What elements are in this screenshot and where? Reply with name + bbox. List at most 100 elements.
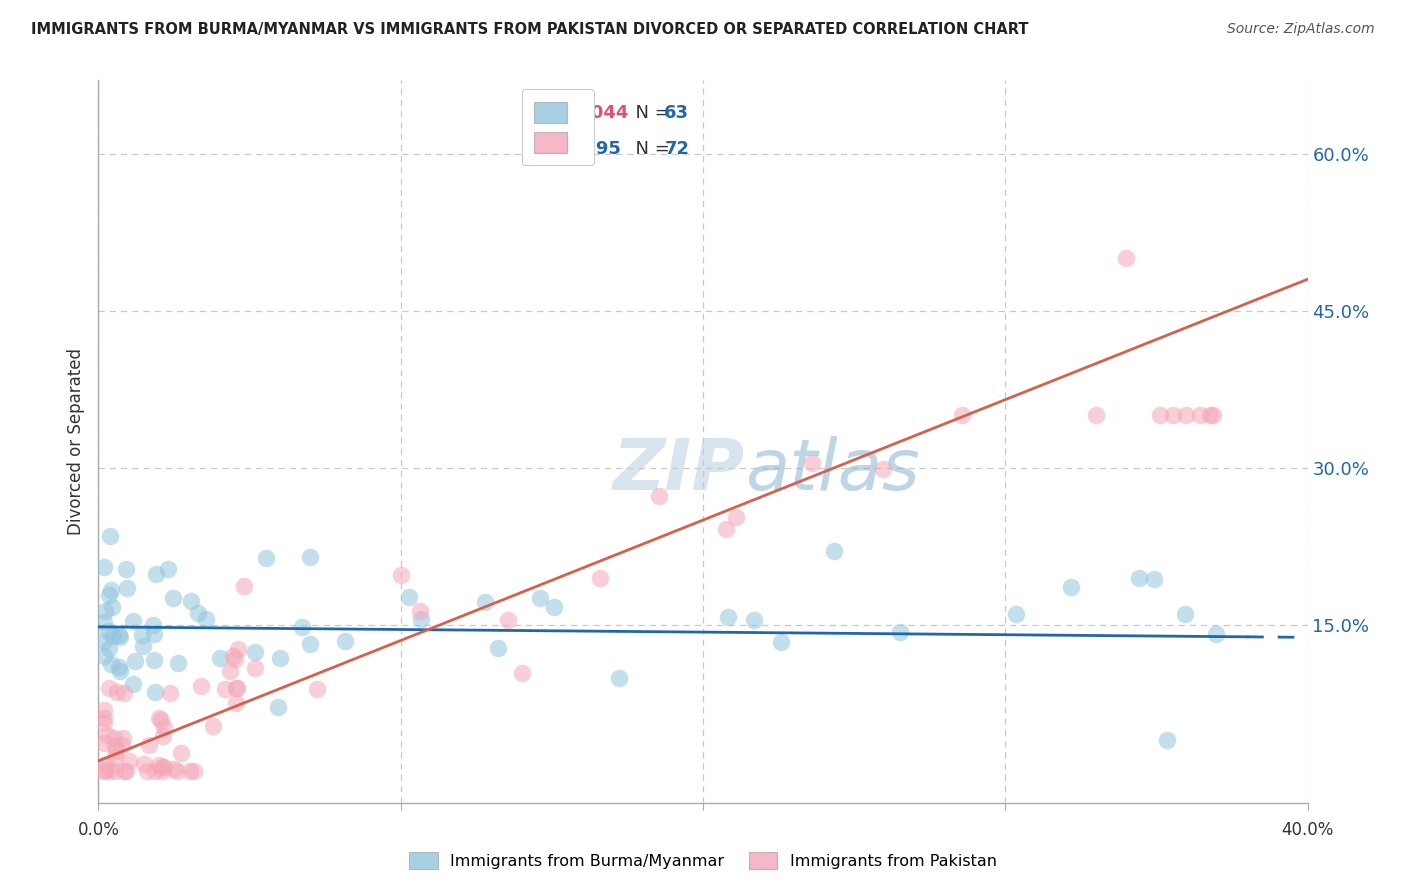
Point bbox=[150, 764, 173, 779]
Text: R =: R = bbox=[522, 103, 561, 122]
Point bbox=[121, 677, 143, 691]
Point bbox=[93, 703, 115, 717]
Point bbox=[138, 738, 160, 752]
Point bbox=[474, 595, 496, 609]
Point bbox=[648, 489, 671, 503]
Point bbox=[103, 731, 125, 746]
Point bbox=[132, 757, 155, 772]
Point bbox=[1188, 409, 1211, 423]
Point bbox=[1143, 572, 1166, 586]
Point bbox=[187, 606, 209, 620]
Point bbox=[152, 721, 174, 735]
Point bbox=[93, 560, 115, 574]
Point bbox=[142, 617, 165, 632]
Point bbox=[117, 755, 139, 769]
Text: 63: 63 bbox=[664, 103, 689, 122]
Text: N =: N = bbox=[624, 103, 676, 122]
Point bbox=[742, 613, 765, 627]
Point bbox=[93, 604, 115, 618]
Point bbox=[717, 609, 740, 624]
Point bbox=[770, 635, 793, 649]
Point bbox=[115, 764, 138, 779]
Point bbox=[93, 736, 115, 750]
Point bbox=[299, 637, 322, 651]
Y-axis label: Divorced or Separated: Divorced or Separated bbox=[67, 348, 86, 535]
Point bbox=[1115, 252, 1137, 266]
Point bbox=[226, 641, 249, 656]
Point bbox=[105, 743, 128, 757]
Point bbox=[510, 666, 533, 681]
Point bbox=[132, 640, 155, 654]
Point bbox=[101, 629, 124, 643]
Point bbox=[333, 634, 356, 648]
Point bbox=[100, 657, 122, 672]
Text: ZIP: ZIP bbox=[613, 436, 745, 505]
Point bbox=[93, 715, 115, 730]
Text: 0.0%: 0.0% bbox=[77, 821, 120, 838]
Point bbox=[543, 600, 565, 615]
Point bbox=[105, 684, 128, 698]
Point bbox=[1060, 580, 1083, 594]
Point bbox=[98, 764, 121, 779]
Text: R =: R = bbox=[522, 140, 567, 158]
Point bbox=[872, 461, 894, 475]
Point bbox=[1085, 409, 1108, 423]
Point bbox=[201, 718, 224, 732]
Point bbox=[409, 612, 432, 626]
Point bbox=[243, 661, 266, 675]
Point bbox=[108, 660, 131, 674]
Point bbox=[96, 624, 118, 639]
Legend: Immigrants from Burma/Myanmar, Immigrants from Pakistan: Immigrants from Burma/Myanmar, Immigrant… bbox=[402, 846, 1004, 875]
Point bbox=[409, 604, 432, 618]
Point bbox=[1174, 607, 1197, 621]
Point bbox=[1163, 409, 1185, 423]
Point bbox=[98, 681, 121, 695]
Point bbox=[950, 409, 973, 423]
Point bbox=[1156, 732, 1178, 747]
Text: IMMIGRANTS FROM BURMA/MYANMAR VS IMMIGRANTS FROM PAKISTAN DIVORCED OR SEPARATED : IMMIGRANTS FROM BURMA/MYANMAR VS IMMIGRA… bbox=[31, 22, 1028, 37]
Point bbox=[1205, 627, 1227, 641]
Point bbox=[1202, 409, 1225, 423]
Point bbox=[714, 522, 737, 536]
Point bbox=[104, 750, 127, 764]
Point bbox=[94, 763, 117, 777]
Point bbox=[183, 764, 205, 779]
Point bbox=[145, 567, 167, 582]
Point bbox=[112, 731, 135, 746]
Point bbox=[1149, 409, 1171, 423]
Point bbox=[150, 760, 173, 774]
Point bbox=[148, 758, 170, 772]
Point bbox=[269, 650, 291, 665]
Point bbox=[208, 650, 231, 665]
Point bbox=[291, 620, 314, 634]
Point bbox=[157, 562, 180, 576]
Point bbox=[122, 614, 145, 628]
Point bbox=[529, 591, 551, 605]
Point bbox=[299, 549, 322, 564]
Point bbox=[111, 738, 134, 752]
Point bbox=[115, 581, 138, 595]
Point bbox=[148, 710, 170, 724]
Point bbox=[801, 456, 824, 470]
Point bbox=[190, 679, 212, 693]
Point bbox=[93, 764, 115, 779]
Point bbox=[110, 664, 132, 678]
Point bbox=[100, 582, 122, 597]
Point bbox=[496, 613, 519, 627]
Point bbox=[166, 764, 188, 779]
Point bbox=[195, 611, 218, 625]
Point bbox=[93, 711, 115, 725]
Point bbox=[112, 764, 135, 779]
Point bbox=[93, 648, 115, 663]
Point bbox=[267, 699, 290, 714]
Point bbox=[97, 588, 120, 602]
Text: 0.695: 0.695 bbox=[564, 140, 621, 158]
Text: -0.044: -0.044 bbox=[564, 103, 628, 122]
Point bbox=[159, 686, 181, 700]
Point bbox=[823, 544, 845, 558]
Point bbox=[724, 509, 747, 524]
Text: N =: N = bbox=[624, 140, 676, 158]
Point bbox=[143, 684, 166, 698]
Point bbox=[389, 568, 412, 582]
Point bbox=[1198, 409, 1220, 423]
